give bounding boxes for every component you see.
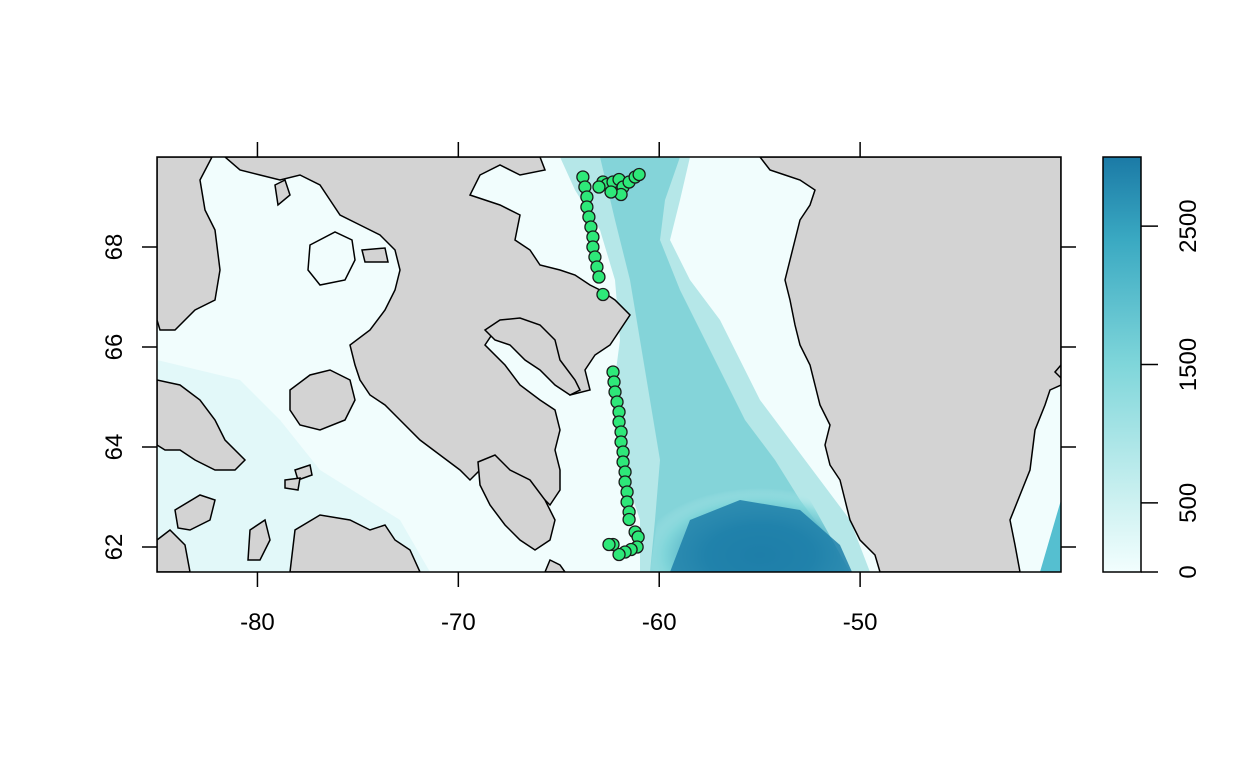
land-island-6 <box>284 477 301 491</box>
land-greenland <box>759 157 1061 572</box>
y-axis: 62 64 66 68 <box>101 234 1076 561</box>
land-coats <box>157 379 247 471</box>
y-tick-label: 68 <box>101 234 128 261</box>
channel-deep <box>600 157 845 572</box>
legend-tick-label: 2500 <box>1175 199 1202 252</box>
color-legend: 0 500 1500 2500 <box>1102 156 1202 579</box>
x-axis: -80 -70 -60 -50 <box>240 142 877 636</box>
x-tick-label: -50 <box>843 609 878 636</box>
y-tick-label: 64 <box>101 434 128 461</box>
land-island-5 <box>294 464 313 481</box>
land-ungava <box>289 514 421 572</box>
land-masses <box>157 157 1061 572</box>
land-melville <box>157 157 221 331</box>
track-point <box>602 537 616 552</box>
deep-basin-core <box>670 500 852 572</box>
legend-colorbar <box>1102 156 1142 573</box>
track-point <box>612 547 626 562</box>
legend-tick-label: 0 <box>1175 565 1202 578</box>
land-island-1 <box>361 247 389 263</box>
land-greenland-east-tip <box>1053 363 1061 380</box>
track-point <box>592 180 606 194</box>
x-tick-label: -60 <box>642 609 677 636</box>
lake-foxe <box>307 231 356 286</box>
track-point <box>622 512 636 527</box>
legend-tick-label: 500 <box>1175 483 1202 523</box>
land-baffin <box>223 157 631 507</box>
land-island-2 <box>274 178 291 207</box>
legend-axis: 0 500 1500 2500 <box>1141 199 1202 579</box>
land-island-3 <box>174 494 216 531</box>
land-southampton <box>289 369 356 431</box>
track-point <box>604 185 618 199</box>
track-point <box>632 167 646 182</box>
land-quebec-west <box>157 529 191 572</box>
y-tick-label: 66 <box>101 334 128 361</box>
map-panel <box>157 157 1061 572</box>
map-border <box>156 156 1062 573</box>
east-deep <box>1040 500 1061 572</box>
track-point <box>592 270 606 284</box>
legend-tick-label: 1500 <box>1175 338 1202 391</box>
land-cumberland <box>483 317 582 396</box>
hudson-shade <box>157 360 430 572</box>
y-tick-label: 62 <box>101 534 128 561</box>
x-tick-label: -70 <box>441 609 476 636</box>
track-points <box>576 167 646 562</box>
x-tick-label: -80 <box>240 609 275 636</box>
land-labrador-tip <box>544 558 566 572</box>
land-island-4 <box>247 518 271 561</box>
track-point <box>596 287 610 302</box>
land-hall-peninsula <box>477 454 556 551</box>
